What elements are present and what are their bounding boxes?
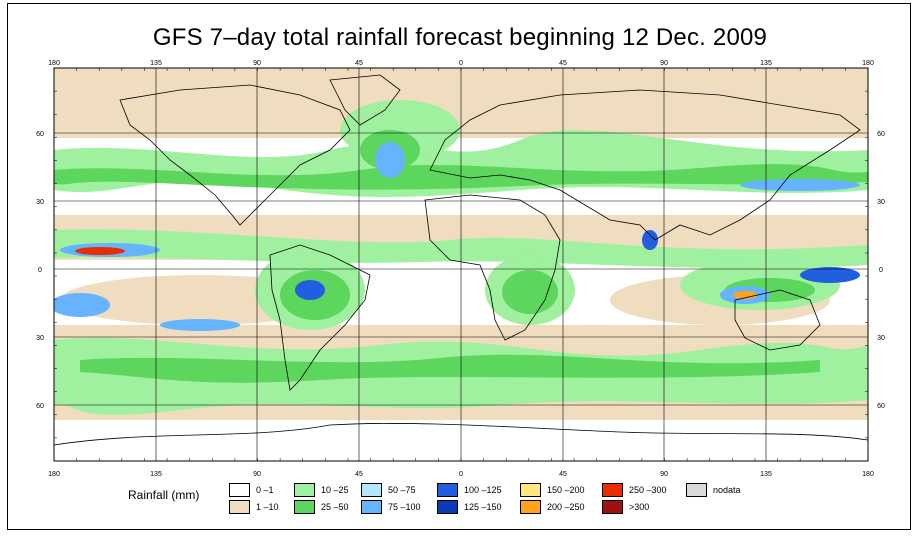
legend-label: 150 –200: [547, 485, 585, 495]
lon-label: 90: [660, 60, 668, 67]
lat-label: 30: [877, 199, 885, 206]
lat-label: 30: [877, 335, 885, 342]
legend-swatch: [294, 500, 315, 514]
legend-swatch: [602, 500, 623, 514]
legend-swatch: [437, 483, 458, 497]
greenland-outline: [329, 74, 401, 126]
legend-label: >300: [629, 502, 650, 512]
lon-label: 0: [459, 471, 463, 478]
legend-swatch: [294, 483, 315, 497]
legend-title: Rainfall (mm): [128, 488, 200, 502]
continent-outlines: [54, 74, 868, 446]
lat-labels-left: 60 30 0 30 60: [36, 131, 44, 410]
legend-label: 10 –25: [321, 485, 349, 495]
legend-item: 1 –10: [229, 500, 279, 514]
legend-label: 50 –75: [388, 485, 416, 495]
lon-label: 45: [559, 60, 567, 67]
legend-label: 100 –125: [464, 485, 502, 495]
grid-lines: [54, 68, 868, 461]
legend-label: nodata: [713, 485, 741, 495]
lon-label: 90: [253, 471, 261, 478]
lon-label: 45: [355, 471, 363, 478]
lon-labels-bottom: 180 135 90 45 0 45 90 135 180: [48, 471, 874, 478]
lon-label: 90: [253, 60, 261, 67]
antarctica-outline: [54, 423, 868, 446]
legend-label: 0 –1: [256, 485, 274, 495]
lon-label: 0: [459, 60, 463, 67]
legend-label: 1 –10: [256, 502, 279, 512]
lat-labels-right: 60 30 0 30 60: [877, 131, 885, 410]
lon-label: 180: [48, 60, 60, 67]
legend-item: nodata: [686, 483, 741, 497]
lat-label: 60: [877, 131, 885, 138]
legend-item: >300: [602, 500, 649, 514]
legend-swatch: [437, 500, 458, 514]
legend-swatch: [686, 483, 707, 497]
legend-item: 25 –50: [294, 500, 349, 514]
minor-ticks: [53, 67, 869, 462]
lon-label: 135: [150, 471, 162, 478]
legend-swatch: [520, 500, 541, 514]
legend-swatch: [361, 483, 382, 497]
legend-item: 10 –25: [294, 483, 349, 497]
legend-swatch: [361, 500, 382, 514]
lat-label: 0: [38, 267, 42, 274]
map-title: GFS 7–day total rainfall forecast beginn…: [152, 24, 768, 51]
lon-label: 45: [355, 60, 363, 67]
legend-item: 200 –250: [520, 500, 585, 514]
legend-item: 150 –200: [520, 483, 585, 497]
lon-label: 180: [862, 471, 874, 478]
legend-swatch: [520, 483, 541, 497]
legend-item: 75 –100: [361, 500, 421, 514]
australia-outline: [734, 289, 821, 351]
legend-item: 100 –125: [437, 483, 502, 497]
figure-frame: [7, 3, 911, 530]
lon-label: 180: [48, 471, 60, 478]
africa-outline: [424, 194, 561, 341]
lon-label: 135: [760, 60, 772, 67]
lat-label: 30: [36, 335, 44, 342]
lat-label: 60: [36, 131, 44, 138]
lat-label: 60: [36, 403, 44, 410]
legend-label: 125 –150: [464, 502, 502, 512]
legend-item: 0 –1: [229, 483, 274, 497]
legend-swatch: [602, 483, 623, 497]
legend-label: 200 –250: [547, 502, 585, 512]
rain-intense-cores: [54, 142, 860, 331]
lon-label: 135: [150, 60, 162, 67]
lon-label: 90: [660, 471, 668, 478]
lon-label: 45: [559, 471, 567, 478]
lon-labels-top: 180 135 90 45 0 45 90 135 180: [48, 60, 874, 67]
europe-asia-outline: [429, 89, 861, 241]
legend-label: 75 –100: [388, 502, 421, 512]
lon-label: 135: [760, 471, 772, 478]
legend-item: 125 –150: [437, 500, 502, 514]
north-america-outline: [119, 84, 351, 226]
lat-label: 30: [36, 199, 44, 206]
legend-label: 250 –300: [629, 485, 667, 495]
legend-swatch: [229, 500, 250, 514]
lat-label: 0: [879, 267, 883, 274]
legend-item: 250 –300: [602, 483, 667, 497]
lon-label: 180: [862, 60, 874, 67]
legend-item: 50 –75: [361, 483, 416, 497]
lat-label: 60: [877, 403, 885, 410]
legend-label: 25 –50: [321, 502, 349, 512]
legend-swatch: [229, 483, 250, 497]
south-america-outline: [269, 244, 371, 391]
